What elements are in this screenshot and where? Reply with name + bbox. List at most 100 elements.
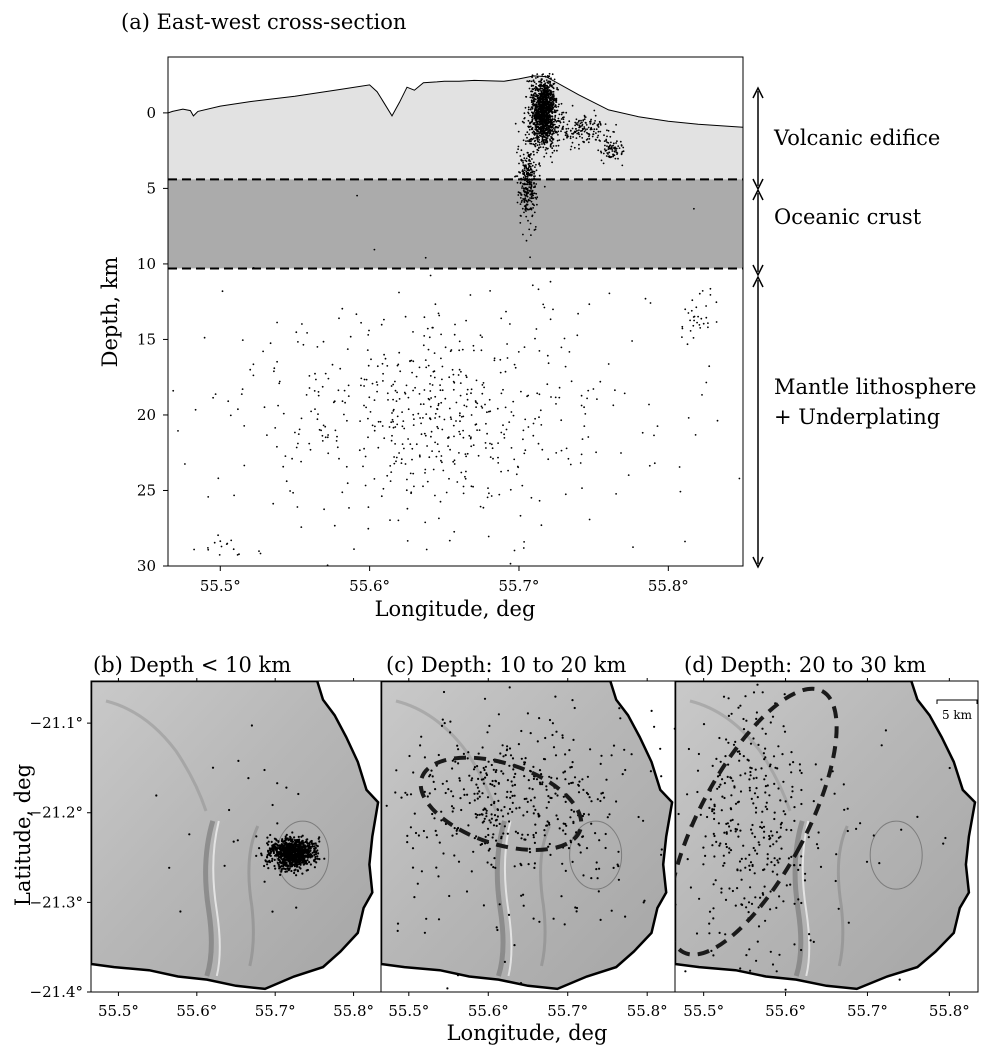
hypocenter-dot	[588, 138, 591, 140]
hypocenter-dot	[590, 126, 593, 129]
epicenter-dot	[420, 735, 423, 738]
hypocenter-dot	[533, 172, 535, 175]
hypocenter-dot	[537, 149, 540, 152]
hypocenter-dot	[278, 382, 281, 385]
epicenter-dot	[522, 814, 525, 817]
hypocenter-dot	[512, 400, 515, 403]
epicenter-dot	[275, 853, 278, 856]
hypocenter-dot	[707, 322, 709, 324]
epicenter-dot	[517, 743, 521, 746]
epicenter-dot	[476, 792, 479, 795]
hypocenter-dot	[558, 396, 561, 399]
x-tick-label: 55.6°	[468, 1002, 509, 1020]
hypocenter-dot	[566, 136, 568, 139]
hypocenter-dot	[599, 380, 602, 383]
hypocenter-dot	[484, 403, 486, 406]
hypocenter-dot	[593, 109, 596, 112]
hypocenter-dot	[527, 126, 530, 129]
hypocenter-dot	[539, 409, 542, 412]
hypocenter-dot	[522, 173, 525, 176]
epicenter-dot	[496, 808, 499, 811]
epicenter-dot	[720, 809, 723, 812]
hypocenter-dot	[531, 107, 534, 110]
epicenter-dot	[523, 775, 526, 778]
hypocenter-dot	[373, 429, 376, 432]
epicenter-dot	[551, 733, 554, 737]
epicenter-dot	[775, 840, 778, 843]
epicenter-dot	[732, 743, 736, 746]
hypocenter-dot	[534, 109, 536, 112]
epicenter-dot	[722, 854, 725, 857]
epicenter-dot	[744, 695, 747, 698]
hypocenter-dot	[551, 142, 554, 144]
hypocenter-dot	[547, 110, 550, 113]
epicenter-dot	[271, 910, 274, 913]
hypocenter-dot	[627, 474, 630, 476]
hypocenter-dot	[157, 394, 159, 396]
epicenter-dot	[293, 869, 296, 872]
hypocenter-dot	[588, 303, 591, 306]
hypocenter-dot	[379, 420, 382, 423]
hypocenter-dot	[522, 176, 525, 179]
hypocenter-dot	[548, 72, 551, 75]
hypocenter-dot	[410, 491, 413, 494]
hypocenter-dot	[552, 90, 555, 93]
epicenter-dot	[467, 824, 470, 827]
epicenter-dot	[737, 800, 741, 803]
hypocenter-dot	[537, 442, 540, 445]
hypocenter-dot	[530, 195, 533, 198]
hypocenter-dot	[545, 137, 548, 140]
hypocenter-dot	[203, 336, 206, 339]
hypocenter-dot	[699, 327, 702, 329]
hypocenter-dot	[306, 332, 308, 334]
hypocenter-dot	[276, 360, 278, 363]
hypocenter-dot	[383, 437, 386, 440]
hypocenter-dot	[476, 402, 479, 405]
hypocenter-dot	[284, 455, 287, 457]
hypocenter-dot	[412, 413, 415, 416]
epicenter-dot	[642, 819, 645, 822]
hypocenter-dot	[504, 370, 507, 373]
epicenter-dot	[724, 842, 728, 846]
epicenter-dot	[846, 807, 849, 810]
hypocenter-dot	[207, 547, 209, 549]
epicenter-dot	[487, 833, 490, 837]
hypocenter-dot	[580, 119, 582, 122]
hypocenter-dot	[481, 392, 484, 395]
hypocenter-dot	[551, 118, 554, 120]
epicenter-dot	[763, 758, 766, 761]
epicenter-dot	[776, 873, 779, 876]
hypocenter-dot	[583, 127, 586, 130]
hypocenter-dot	[374, 425, 376, 428]
hypocenter-dot	[530, 80, 533, 83]
hypocenter-dot	[521, 187, 523, 189]
epicenter-dot	[763, 778, 766, 781]
epicenter-dot	[293, 871, 296, 875]
epicenter-dot	[486, 861, 489, 864]
epicenter-dot	[774, 766, 777, 769]
epicenter-dot	[267, 860, 270, 863]
hypocenter-dot	[497, 456, 499, 459]
hypocenter-dot	[332, 401, 335, 404]
hypocenter-dot	[465, 455, 467, 458]
epicenter-dot	[763, 830, 766, 833]
epicenter-dot	[730, 712, 733, 715]
hypocenter-dot	[546, 383, 549, 386]
hypocenter-dot	[530, 121, 532, 124]
epicenter-dot	[545, 824, 549, 827]
hypocenter-dot	[609, 147, 611, 150]
epicenter-dot	[578, 844, 581, 847]
epicenter-dot	[537, 812, 540, 816]
hypocenter-dot	[539, 165, 541, 167]
epicenter-dot	[567, 847, 571, 850]
hypocenter-dot	[620, 144, 623, 147]
epicenter-dot	[287, 848, 290, 852]
panel-a-ylabel: Depth, km	[98, 257, 122, 368]
epicenter-dot	[712, 917, 715, 920]
epicenter-dot	[771, 870, 774, 873]
hypocenter-dot	[532, 96, 534, 99]
epicenter-dot	[561, 734, 564, 737]
hypocenter-dot	[436, 425, 439, 428]
epicenter-dot	[764, 919, 767, 922]
hypocenter-dot	[613, 131, 615, 133]
